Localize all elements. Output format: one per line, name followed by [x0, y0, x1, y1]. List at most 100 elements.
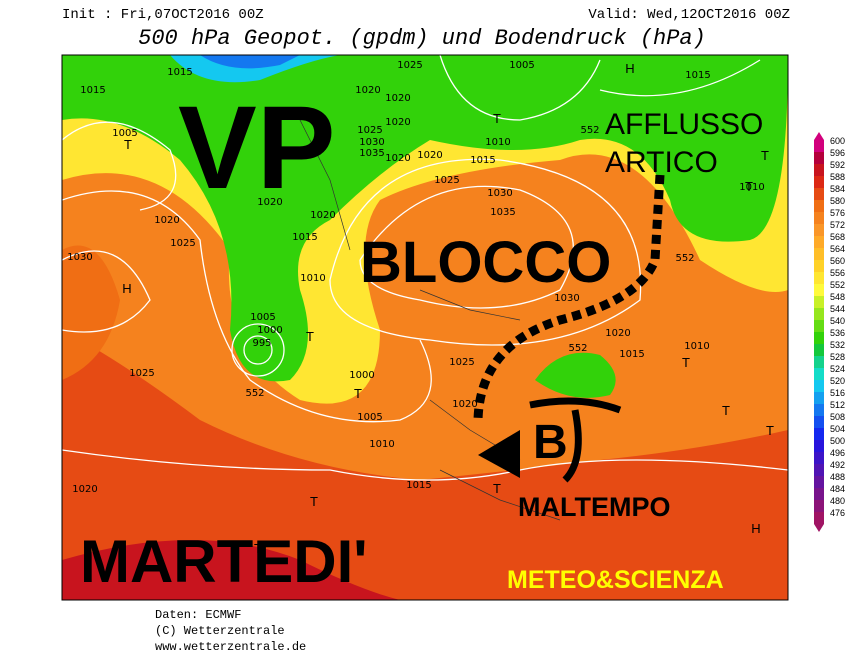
footer-copyright: (C) Wetterzentrale: [155, 624, 285, 638]
footer-data: Daten: ECMWF: [155, 608, 241, 622]
isobar-label: 1005: [357, 412, 382, 423]
colorbar-cap: [814, 132, 824, 140]
colorbar-swatch: [814, 188, 824, 200]
colorbar-label: 492: [830, 460, 845, 470]
colorbar-swatch: [814, 332, 824, 344]
colorbar-label: 548: [830, 292, 845, 302]
map-title: 500 hPa Geopot. (gpdm) und Bodendruck (h…: [138, 26, 706, 51]
isobar-label: 1020: [605, 328, 630, 339]
colorbar-swatch: [814, 404, 824, 416]
colorbar-label: 556: [830, 268, 845, 278]
cold-area: [170, 55, 340, 83]
pressure-center: T: [761, 148, 769, 163]
colorbar-label: 536: [830, 328, 845, 338]
isobar-label: 1025: [434, 175, 459, 186]
colorbar-label: 532: [830, 340, 845, 350]
isobar: [599, 59, 761, 97]
isobar: [231, 323, 285, 377]
colorbar-swatch: [814, 320, 824, 332]
isobar-label: 1020: [417, 150, 442, 161]
isobar-label: 1035: [490, 207, 515, 218]
pressure-center: T: [722, 403, 730, 418]
isobar-label: 1010: [485, 137, 510, 148]
green-area: [535, 352, 616, 398]
valid-label: Valid: Wed,12OCT2016 00Z: [588, 7, 790, 23]
isobar: [329, 158, 642, 346]
pressure-center: T: [493, 111, 501, 126]
isobar-label: 1015: [619, 349, 644, 360]
colorbar-swatch: [814, 260, 824, 272]
isobar-label: 1010: [369, 439, 394, 450]
colorbar-label: 488: [830, 472, 845, 482]
colorbar-swatch: [814, 476, 824, 488]
colorbar-swatch: [814, 140, 824, 152]
isobar-label: 1020: [385, 117, 410, 128]
colorbar-label: 476: [830, 508, 845, 518]
map-frame: [61, 54, 789, 601]
warm-area: [62, 245, 120, 380]
isobar-label: 1010: [300, 273, 325, 284]
isobar-label: 1000: [349, 370, 374, 381]
isobar: [62, 190, 432, 423]
colorbar-label: 600: [830, 136, 845, 146]
isobar: [62, 121, 177, 211]
colorbar-label: 560: [830, 256, 845, 266]
low-label: B: [533, 416, 568, 469]
colorbar-label: 576: [830, 208, 845, 218]
isobar-label: 995: [252, 338, 271, 349]
colorbar-label: 508: [830, 412, 845, 422]
isobar-label: 1025: [129, 368, 154, 379]
colorbar-swatch: [814, 512, 824, 524]
isobar-label: 1020: [72, 484, 97, 495]
isobar-label: 1030: [487, 188, 512, 199]
isobar-label: 1005: [112, 128, 137, 139]
pressure-center: T: [354, 386, 362, 401]
colorbar-label: 580: [830, 196, 845, 206]
brand-label: METEO&SCIENZA: [507, 566, 724, 594]
green-area: [62, 55, 788, 382]
colorbar-swatch: [814, 488, 824, 500]
colorbar-label: 552: [830, 280, 845, 290]
colorbar-swatch: [814, 356, 824, 368]
isobar-label: 1005: [509, 60, 534, 71]
artico-label: ARTICO: [605, 146, 718, 179]
colorbar-label: 512: [830, 400, 845, 410]
isobar-label: 552: [580, 125, 599, 136]
pressure-center: T: [306, 329, 314, 344]
isobar-label: 1025: [397, 60, 422, 71]
isobar: [243, 335, 273, 365]
colorbar-label: 496: [830, 448, 845, 458]
vp-label: VP: [178, 82, 335, 214]
isobar-label: 1020: [385, 93, 410, 104]
colorbar-label: 524: [830, 364, 845, 374]
isobar-label: 1015: [470, 155, 495, 166]
colorbar-label: 500: [830, 436, 845, 446]
colorbar-swatch: [814, 344, 824, 356]
colorbar-swatch: [814, 452, 824, 464]
colorbar-label: 592: [830, 160, 845, 170]
colorbar: 600 596 592 588 584 580 576 572 568 564 560 556 552 5…: [814, 132, 845, 532]
isobar: [359, 185, 574, 309]
colorbar-swatch: [814, 308, 824, 320]
colorbar-swatch: [814, 176, 824, 188]
colorbar-label: 588: [830, 172, 845, 182]
isobar-label: 1020: [385, 153, 410, 164]
isobar-label: 552: [245, 388, 264, 399]
colorbar-label: 540: [830, 316, 845, 326]
isobar-label: 1030: [554, 293, 579, 304]
isobar: [62, 250, 151, 333]
pressure-center: H: [751, 521, 760, 536]
isobar-label: 1035: [359, 148, 384, 159]
pressure-center: T: [124, 137, 132, 152]
colorbar-label: 484: [830, 484, 845, 494]
isobar-label: 1005: [250, 312, 275, 323]
isobar-label: 1010: [739, 182, 764, 193]
isobar-label: 1025: [357, 125, 382, 136]
colorbar-label: 568: [830, 232, 845, 242]
isobar-label: 1015: [406, 480, 431, 491]
colorbar-swatch: [814, 368, 824, 380]
isobar: [62, 449, 788, 481]
pressure-center: T: [310, 494, 318, 509]
colorbar-swatch: [814, 212, 824, 224]
